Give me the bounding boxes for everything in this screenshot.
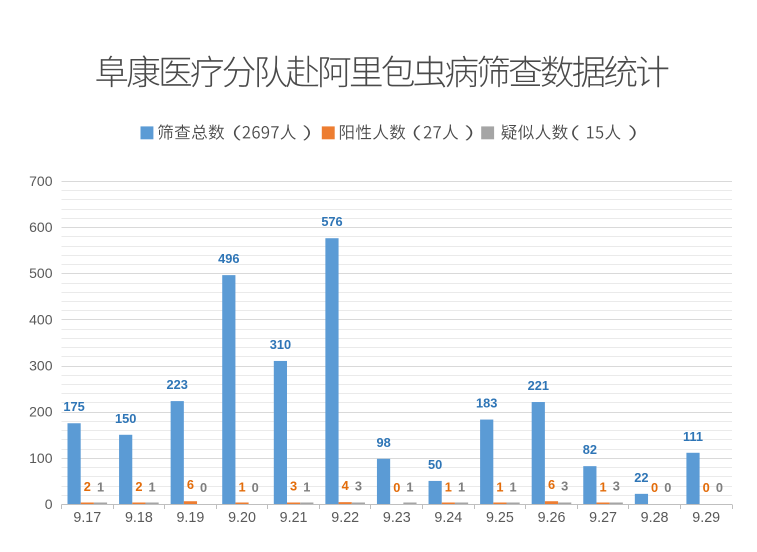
svg-text:183: 183: [476, 396, 497, 411]
svg-text:98: 98: [376, 435, 390, 450]
svg-text:9.21: 9.21: [280, 510, 308, 526]
svg-text:1: 1: [600, 480, 607, 495]
svg-text:9.27: 9.27: [589, 510, 617, 526]
svg-text:0: 0: [651, 480, 658, 495]
svg-text:6: 6: [548, 477, 555, 492]
svg-text:700: 700: [29, 173, 53, 189]
svg-text:9.25: 9.25: [486, 510, 514, 526]
svg-text:1: 1: [97, 480, 104, 495]
svg-text:9.29: 9.29: [692, 510, 720, 526]
svg-text:221: 221: [528, 378, 549, 393]
svg-text:1: 1: [406, 480, 413, 495]
svg-text:1: 1: [510, 480, 517, 495]
svg-text:1: 1: [458, 480, 465, 495]
svg-text:310: 310: [270, 337, 291, 352]
svg-text:9.22: 9.22: [331, 510, 359, 526]
svg-text:0: 0: [45, 496, 53, 512]
svg-text:1: 1: [238, 480, 245, 495]
svg-text:3: 3: [561, 479, 568, 494]
svg-text:1: 1: [445, 480, 452, 495]
svg-text:2: 2: [135, 479, 142, 494]
svg-text:223: 223: [167, 377, 188, 392]
svg-text:4: 4: [342, 478, 350, 493]
svg-text:500: 500: [29, 265, 53, 281]
svg-text:50: 50: [428, 457, 442, 472]
svg-text:100: 100: [29, 450, 53, 466]
svg-text:496: 496: [218, 251, 239, 266]
svg-text:9.24: 9.24: [434, 510, 462, 526]
svg-text:1: 1: [303, 480, 310, 495]
svg-text:1: 1: [149, 480, 156, 495]
svg-text:3: 3: [355, 479, 362, 494]
svg-text:9.19: 9.19: [176, 510, 204, 526]
svg-text:22: 22: [634, 470, 648, 485]
svg-text:9.28: 9.28: [641, 510, 669, 526]
svg-text:576: 576: [321, 214, 342, 229]
svg-text:600: 600: [29, 219, 53, 235]
svg-text:0: 0: [200, 480, 207, 495]
svg-text:300: 300: [29, 358, 53, 374]
svg-text:2: 2: [84, 479, 91, 494]
svg-text:175: 175: [63, 399, 84, 414]
svg-text:200: 200: [29, 404, 53, 420]
svg-text:111: 111: [683, 429, 703, 444]
svg-text:82: 82: [583, 442, 597, 457]
svg-text:9.17: 9.17: [73, 510, 101, 526]
svg-text:3: 3: [290, 479, 297, 494]
svg-text:3: 3: [613, 479, 620, 494]
svg-text:150: 150: [115, 411, 136, 426]
svg-text:6: 6: [187, 477, 194, 492]
svg-text:0: 0: [393, 480, 400, 495]
svg-text:9.23: 9.23: [383, 510, 411, 526]
svg-text:9.20: 9.20: [228, 510, 256, 526]
svg-text:0: 0: [664, 480, 671, 495]
svg-text:0: 0: [252, 480, 259, 495]
svg-text:9.26: 9.26: [538, 510, 566, 526]
svg-text:1: 1: [496, 480, 503, 495]
svg-text:0: 0: [703, 480, 710, 495]
svg-text:0: 0: [716, 480, 723, 495]
svg-text:9.18: 9.18: [125, 510, 153, 526]
svg-text:400: 400: [29, 311, 53, 327]
